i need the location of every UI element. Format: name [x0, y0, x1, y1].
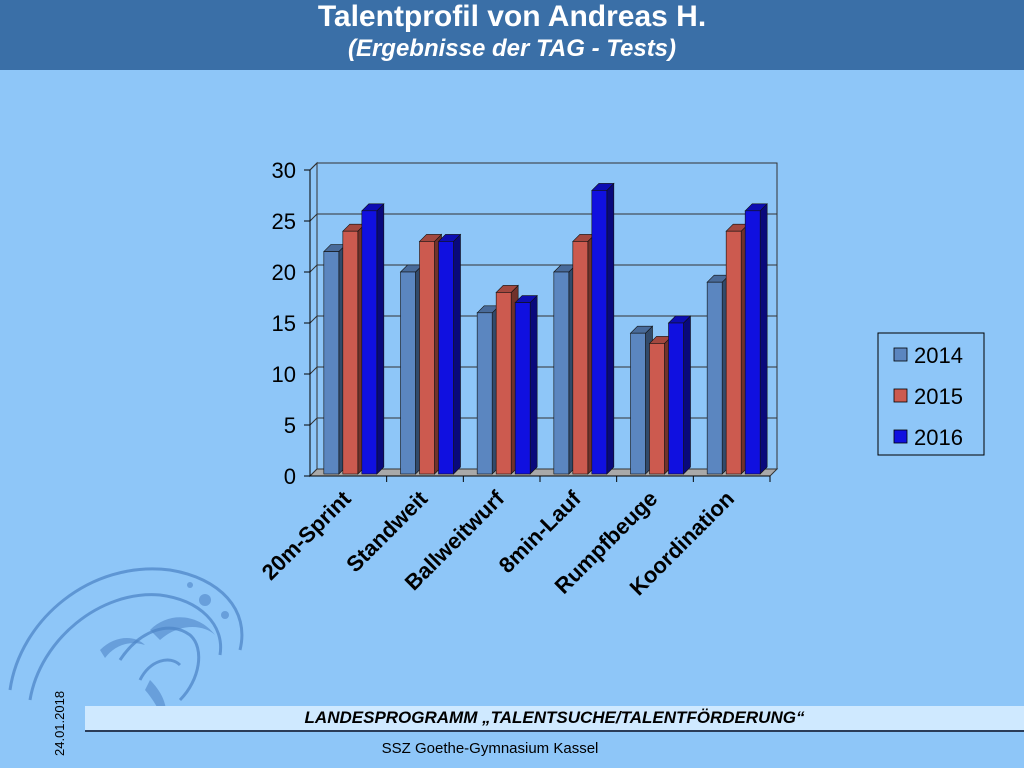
legend-label: 2016 — [914, 425, 963, 450]
legend-swatch — [893, 429, 908, 444]
bar-2015 — [419, 241, 435, 475]
bar-2016 — [514, 302, 531, 475]
bar-side-2016 — [759, 203, 768, 475]
footer-band — [85, 706, 1024, 732]
legend-swatch — [893, 347, 908, 362]
page-title: Talentprofil von Andreas H. — [317, 0, 707, 33]
y-tick-label: 25 — [272, 209, 296, 234]
bar-2014 — [323, 251, 340, 475]
bar-side-2016 — [606, 182, 615, 475]
bar-2015 — [649, 343, 665, 475]
bar-side-2016 — [529, 294, 538, 475]
bar-2015 — [725, 230, 742, 475]
gridline — [309, 417, 777, 426]
y-tick-label: 30 — [272, 158, 296, 183]
x-tick-label: 20m-Sprint — [257, 485, 356, 584]
footer-date: 24.01.2018 — [52, 690, 67, 756]
legend-label: 2014 — [914, 343, 963, 368]
y-tick-label: 10 — [272, 362, 296, 387]
gridline — [309, 315, 777, 324]
footer-program-title: LANDESPROGRAMM „TALENTSUCHE/TALENTFÖRDER… — [304, 708, 805, 727]
gridline — [309, 366, 777, 375]
legend-label: 2015 — [914, 384, 963, 409]
swirl-logo-icon — [8, 567, 244, 725]
bar-2014 — [706, 281, 723, 475]
title-bar: Talentprofil von Andreas H. (Ergebnisse … — [0, 0, 1024, 70]
y-tick-label: 20 — [272, 260, 296, 285]
bar-2014 — [400, 271, 416, 475]
bar-2014 — [630, 332, 646, 475]
y-tick-label: 5 — [284, 413, 296, 438]
bar-2014 — [476, 312, 493, 475]
bar-side-2016 — [453, 233, 461, 475]
bar-2016 — [361, 210, 378, 475]
bar-side-2016 — [376, 203, 385, 475]
gridline — [309, 264, 777, 273]
y-tick-label: 15 — [272, 311, 296, 336]
bar-2016 — [744, 210, 761, 475]
bar-chart: 05101520253020m-SprintStandweitBallweitw… — [257, 158, 985, 600]
legend-swatch — [893, 388, 908, 403]
bar-2014 — [553, 271, 570, 475]
bar-2015 — [572, 241, 589, 475]
bar-2015 — [495, 292, 512, 475]
bar-side-2016 — [683, 315, 691, 475]
footer-school-name: SSZ Goethe-Gymnasium Kassel — [381, 740, 599, 757]
gridline — [309, 162, 777, 171]
y-tick-label: 0 — [284, 464, 296, 489]
bar-2015 — [342, 230, 359, 475]
bar-2016 — [591, 190, 608, 475]
page-subtitle: (Ergebnisse der TAG - Tests) — [347, 35, 677, 62]
bar-2016 — [668, 322, 684, 475]
gridline — [309, 213, 777, 222]
bar-2016 — [438, 241, 454, 475]
